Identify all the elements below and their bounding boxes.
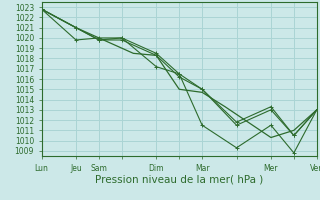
X-axis label: Pression niveau de la mer( hPa ): Pression niveau de la mer( hPa ) (95, 174, 263, 184)
